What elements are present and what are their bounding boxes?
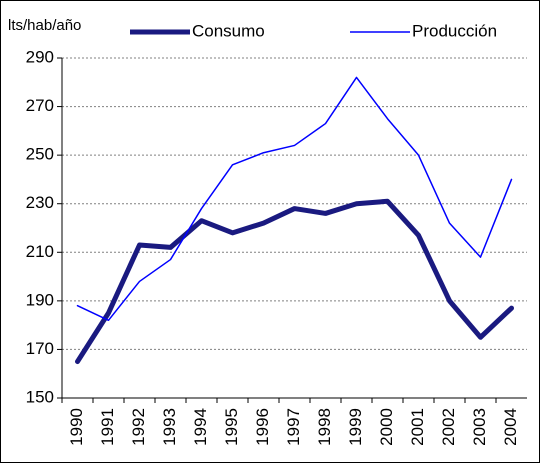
y-tick-label: 150 xyxy=(26,387,54,406)
x-tick-label: 1992 xyxy=(129,408,148,446)
x-tick-label: 2004 xyxy=(501,408,520,446)
x-tick-label: 1990 xyxy=(67,408,86,446)
x-tick-label: 1999 xyxy=(346,408,365,446)
data-line xyxy=(76,76,513,322)
y-axis-label: lts/hab/año xyxy=(8,17,81,34)
x-tick-label: 2001 xyxy=(408,408,427,446)
legend-label: Consumo xyxy=(192,21,265,40)
x-tick-label: 1997 xyxy=(284,408,303,446)
y-tick-label: 250 xyxy=(26,145,54,164)
legend-label: Producción xyxy=(412,21,497,40)
x-tick-label: 2000 xyxy=(377,408,396,446)
y-tick-label: 290 xyxy=(26,47,54,66)
x-tick-label: 1991 xyxy=(98,408,117,446)
x-tick-label: 1998 xyxy=(315,408,334,446)
y-tick-label: 230 xyxy=(26,193,54,212)
x-tick-label: 1994 xyxy=(191,408,210,446)
x-tick-label: 2002 xyxy=(439,408,458,446)
y-tick-label: 170 xyxy=(26,339,54,358)
data-line xyxy=(75,198,514,365)
y-tick-label: 270 xyxy=(26,96,54,115)
x-tick-label: 1995 xyxy=(222,408,241,446)
x-tick-label: 1996 xyxy=(253,408,272,446)
y-tick-label: 190 xyxy=(26,290,54,309)
y-tick-label: 210 xyxy=(26,242,54,261)
x-tick-label: 2003 xyxy=(470,408,489,446)
x-tick-label: 1993 xyxy=(160,408,179,446)
